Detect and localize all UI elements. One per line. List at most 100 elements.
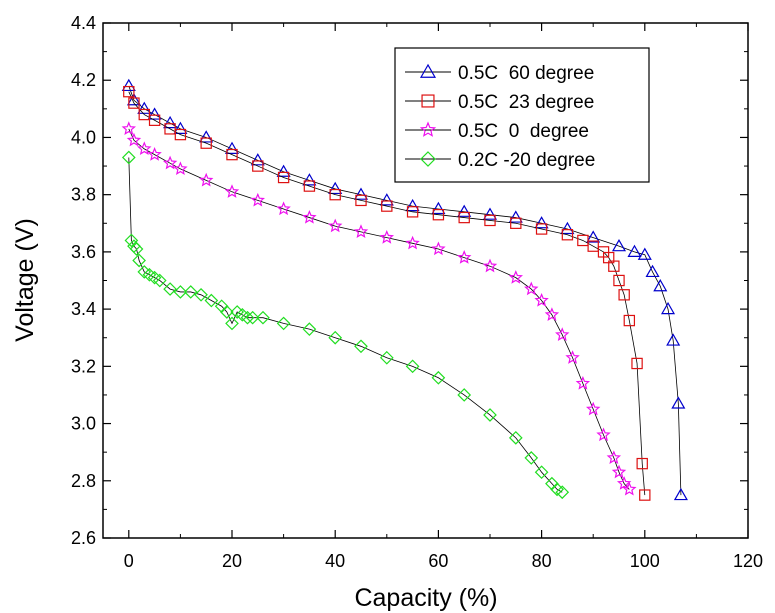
- data-point: [129, 242, 144, 256]
- legend-marker: [421, 94, 435, 108]
- series-0: [121, 78, 688, 501]
- data-point: [126, 132, 142, 147]
- data-point: [534, 216, 549, 229]
- data-point: [524, 281, 539, 296]
- series-layer: [121, 78, 688, 501]
- data-point: [173, 121, 188, 134]
- data-point: [148, 114, 161, 126]
- data-point: [508, 210, 523, 223]
- data-point: [510, 217, 522, 229]
- data-point: [586, 401, 601, 416]
- data-point: [431, 241, 446, 256]
- data-point: [575, 375, 591, 390]
- legend-box: [394, 47, 650, 183]
- data-point: [431, 201, 446, 215]
- data-point: [162, 155, 178, 170]
- data-point: [637, 247, 652, 260]
- data-point: [611, 464, 627, 479]
- data-point: [163, 282, 177, 296]
- data-point: [483, 408, 497, 422]
- data-point: [147, 147, 162, 161]
- data-point: [250, 192, 265, 207]
- data-point: [616, 476, 632, 490]
- legend-label: 0.5C 0 degree: [458, 121, 589, 142]
- data-point: [457, 388, 472, 402]
- data-point: [250, 153, 265, 166]
- x-tick-label: 60: [428, 551, 448, 571]
- legend-marker: [419, 63, 437, 78]
- x-tick-label: 80: [532, 551, 552, 571]
- y-tick-label: 3.8: [71, 185, 96, 205]
- data-point: [406, 206, 419, 218]
- data-point: [329, 188, 341, 201]
- y-tick-label: 2.8: [71, 471, 96, 491]
- data-point: [596, 427, 611, 442]
- data-point: [482, 258, 498, 273]
- data-point: [482, 207, 498, 220]
- y-tick-label: 3.6: [71, 242, 96, 262]
- data-point: [354, 339, 368, 354]
- series-line: [128, 157, 563, 493]
- data-point: [405, 359, 420, 374]
- data-point: [560, 221, 575, 235]
- data-point: [219, 305, 234, 319]
- data-point: [355, 194, 367, 207]
- data-point: [152, 273, 167, 288]
- data-point: [586, 230, 601, 243]
- data-point: [671, 396, 686, 409]
- data-point: [137, 101, 152, 114]
- data-point: [613, 274, 625, 287]
- data-point: [555, 327, 570, 341]
- data-point: [328, 218, 343, 233]
- y-axis-title: Voltage (V): [11, 218, 39, 342]
- data-point: [432, 208, 445, 221]
- x-tick-label: 20: [222, 551, 242, 571]
- series-line: [128, 85, 682, 496]
- series-line: [128, 91, 646, 496]
- y-tick-label: 3.2: [71, 356, 96, 376]
- data-point: [245, 310, 260, 325]
- data-point: [173, 161, 188, 176]
- data-point: [164, 123, 176, 135]
- data-point: [199, 172, 214, 187]
- x-tick-label: 40: [325, 551, 345, 571]
- data-point: [276, 164, 291, 177]
- data-point: [561, 229, 574, 241]
- data-point: [174, 128, 187, 141]
- data-point: [124, 233, 139, 248]
- data-point: [302, 210, 317, 224]
- data-point: [163, 115, 178, 129]
- data-point: [653, 279, 668, 292]
- data-point: [173, 285, 188, 299]
- data-point: [618, 289, 630, 301]
- series-3: [121, 150, 570, 500]
- data-point: [132, 253, 146, 268]
- data-point: [256, 310, 270, 325]
- data-point: [240, 310, 255, 325]
- data-point: [608, 260, 620, 272]
- data-point: [194, 287, 208, 302]
- data-point: [508, 270, 523, 284]
- data-point: [224, 141, 240, 154]
- data-point: [303, 180, 316, 192]
- data-point: [587, 240, 599, 252]
- data-point: [137, 141, 152, 156]
- data-point: [457, 250, 472, 264]
- y-tick-label: 3.4: [71, 299, 96, 319]
- legend-marker: [420, 151, 436, 167]
- data-point: [276, 201, 291, 216]
- data-point: [639, 489, 651, 501]
- y-tick-label: 2.6: [71, 528, 96, 548]
- data-point: [666, 333, 681, 346]
- data-point: [379, 230, 394, 244]
- data-point: [353, 224, 369, 238]
- data-point: [544, 307, 560, 321]
- data-point: [484, 214, 496, 227]
- data-point: [302, 322, 317, 336]
- data-point: [622, 481, 637, 496]
- y-tick-label: 4.4: [71, 13, 96, 33]
- data-point: [458, 211, 470, 224]
- x-tick-label: 100: [630, 551, 660, 571]
- data-point: [123, 85, 135, 98]
- data-point: [381, 200, 393, 212]
